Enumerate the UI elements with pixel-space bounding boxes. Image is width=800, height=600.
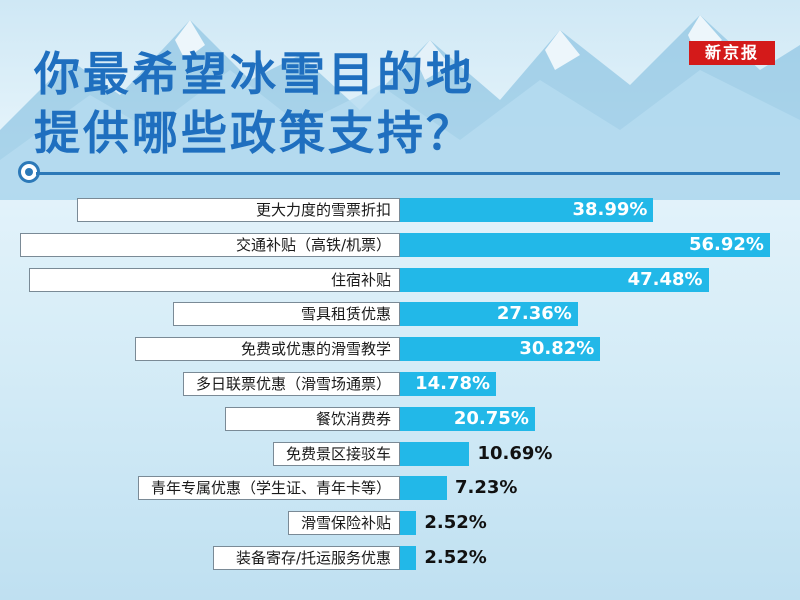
bar	[400, 302, 578, 327]
category-label: 交通补贴（高铁/机票）	[20, 232, 400, 257]
value-label: 47.48%	[627, 268, 703, 290]
category-label: 青年专属优惠（学生证、青年卡等）	[138, 476, 400, 501]
page-title-line1: 你最希望冰雪目的地	[34, 47, 475, 101]
category-label: 住宿补贴	[28, 267, 400, 292]
brand-logo: 新京报	[689, 41, 775, 65]
value-label: 14.78%	[415, 373, 491, 394]
category-label: 免费或优惠的滑雪教学	[135, 337, 400, 362]
bar-row: 装备寄存/托运服务优惠 2.52%	[0, 546, 800, 572]
category-label: 免费景区接驳车	[273, 441, 400, 466]
bar-row: 雪具租赁优惠 27.36%	[0, 302, 800, 328]
bar	[400, 476, 447, 501]
category-label: 餐饮消费券	[225, 406, 400, 431]
bar	[400, 372, 497, 396]
bar-row: 住宿补贴 47.48%	[0, 267, 800, 294]
bar	[400, 406, 535, 431]
category-label: 多日联票优惠（滑雪场通票）	[183, 372, 400, 396]
category-label: 雪具租赁优惠	[173, 302, 400, 327]
bar-row: 滑雪保险补贴 2.52%	[0, 511, 800, 537]
category-label: 装备寄存/托运服务优惠	[213, 546, 400, 570]
value-label: 56.92%	[688, 233, 764, 255]
divider-line	[36, 172, 780, 175]
value-label: 2.52%	[424, 547, 487, 568]
value-label: 10.69%	[477, 442, 553, 464]
mountain-background	[0, 15, 800, 200]
value-label: 27.36%	[496, 303, 572, 325]
category-label: 更大力度的雪票折扣	[77, 198, 400, 222]
bar	[400, 232, 770, 257]
value-label: 38.99%	[572, 199, 648, 220]
value-label: 20.75%	[453, 407, 529, 429]
value-label: 30.82%	[519, 338, 595, 360]
category-label: 滑雪保险补贴	[288, 511, 400, 536]
bar	[400, 441, 470, 466]
bar	[400, 198, 654, 222]
bar-row: 交通补贴（高铁/机票） 56.92%	[0, 232, 800, 259]
bar-row: 免费或优惠的滑雪教学 30.82%	[0, 337, 800, 363]
bar	[400, 546, 417, 570]
bar	[400, 267, 709, 292]
bar-row: 青年专属优惠（学生证、青年卡等） 7.23%	[0, 476, 800, 502]
page-title-line2: 提供哪些政策支持？	[34, 106, 475, 160]
value-label: 2.52%	[424, 512, 487, 534]
bar	[400, 511, 417, 536]
bar-row: 免费景区接驳车 10.69%	[0, 441, 800, 468]
bar-row: 餐饮消费券 20.75%	[0, 406, 800, 433]
bar	[400, 337, 601, 362]
bar-row: 多日联票优惠（滑雪场通票） 14.78%	[0, 372, 800, 398]
bar-row: 更大力度的雪票折扣 38.99%	[0, 198, 800, 224]
value-label: 7.23%	[454, 477, 518, 499]
